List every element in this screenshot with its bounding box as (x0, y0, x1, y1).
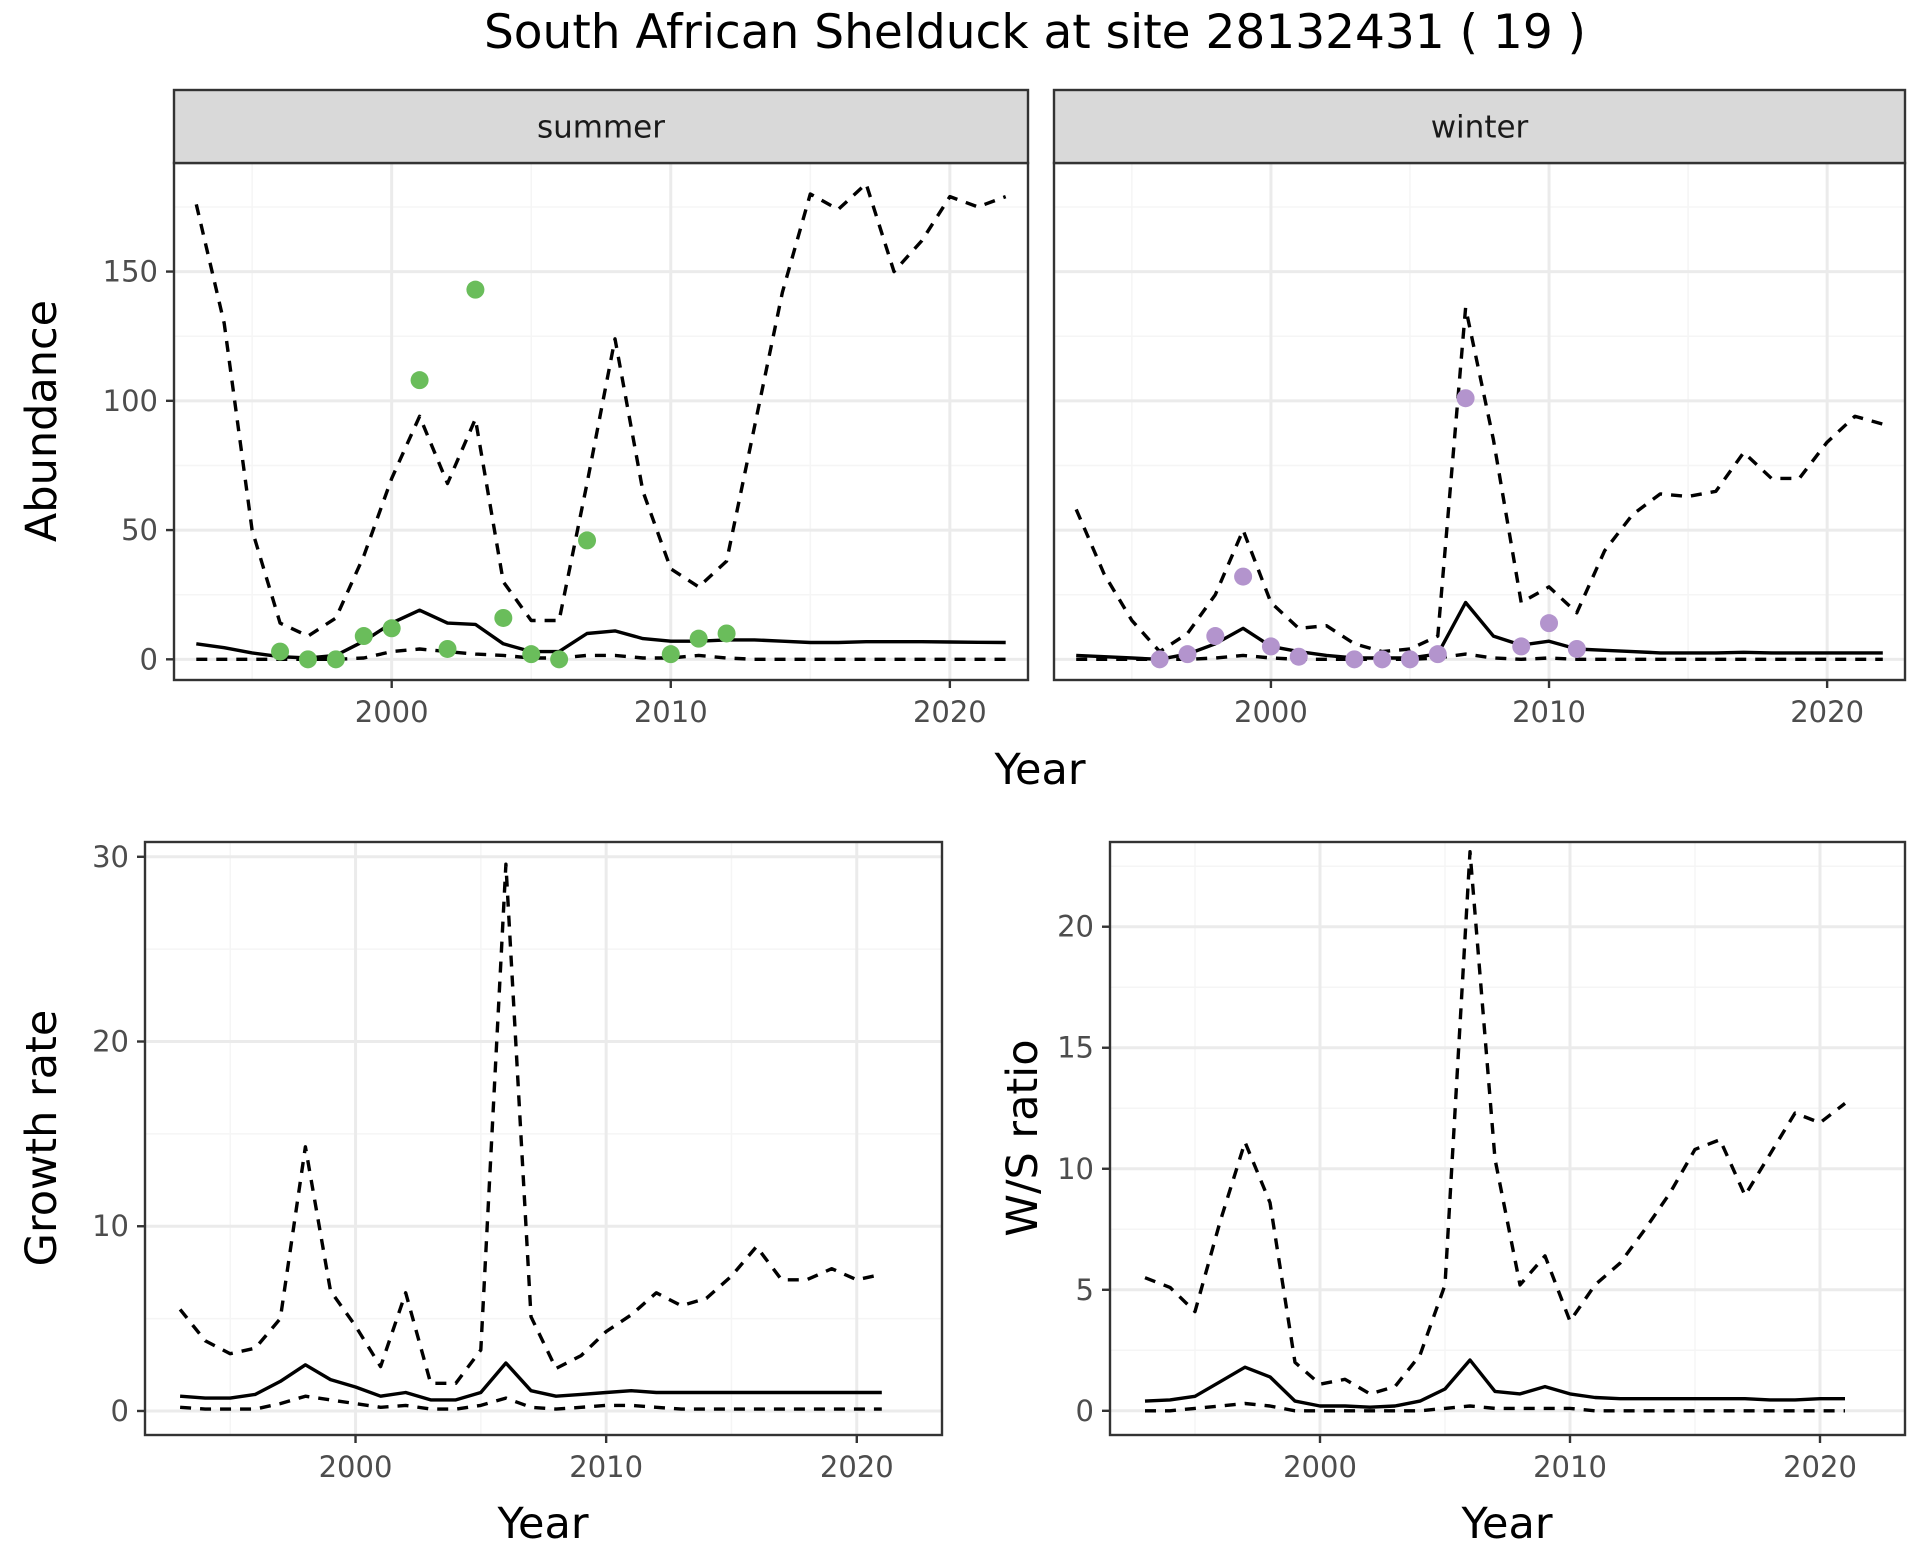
chart-panel-4: 2000 2010 2020 0 5 10 15 20 W/S ratio Year (998, 840, 1907, 1549)
y-axis-title: Abundance (17, 300, 67, 542)
observation-point (1373, 650, 1392, 669)
y-axis-title: Growth rate (17, 1010, 67, 1267)
panel-border (1108, 840, 1907, 1437)
observation-point (382, 619, 401, 638)
y-tick-label: 0 (1076, 1394, 1094, 1428)
x-tick-label: 2010 (1533, 1450, 1607, 1484)
facet-strip-label: winter (1431, 110, 1529, 146)
chart-panel-3: 2000 2010 2020 0 10 20 30 Growth rate Year (17, 840, 944, 1549)
observation-point (1206, 627, 1225, 646)
dashed-series-line-1 (178, 862, 883, 1386)
observation-point (298, 650, 317, 669)
x-axis-title: Year (1460, 1499, 1552, 1549)
x-tick-label: 2010 (1512, 695, 1586, 729)
facet-strip-label: summer (537, 110, 665, 146)
y-tick-label: 0 (111, 1394, 129, 1428)
observation-point (661, 645, 680, 664)
y-tick-label: 0 (140, 642, 158, 676)
observation-point (1456, 389, 1475, 408)
x-tick-label: 2000 (1283, 1450, 1357, 1484)
y-tick-label: 100 (103, 384, 158, 418)
solid-series-line-2 (1144, 1358, 1845, 1409)
x-axis-title: Year (496, 1499, 588, 1549)
y-tick-label: 20 (1057, 910, 1094, 944)
x-tick-label: 2020 (913, 695, 987, 729)
observation-point (1150, 650, 1169, 669)
solid-series-line-2 (1076, 600, 1883, 661)
panel-background (1110, 842, 1905, 1435)
x-tick-label: 2020 (820, 1450, 894, 1484)
y-tick-label: 15 (1057, 1031, 1094, 1065)
observation-point (1540, 614, 1559, 633)
x-tick-label: 2000 (319, 1450, 393, 1484)
panel-background (1054, 163, 1905, 680)
facet-strip (1052, 88, 1907, 165)
observation-point (271, 642, 290, 661)
panel-border (143, 840, 944, 1437)
observation-point (717, 624, 736, 643)
observation-point (689, 629, 708, 648)
observation-point (1512, 637, 1531, 656)
x-tick-label: 2020 (1790, 695, 1864, 729)
panel-background (174, 163, 1028, 680)
observation-point (466, 280, 485, 299)
dashed-series-line-3 (179, 1394, 882, 1411)
dashed-series-line-3 (1145, 1401, 1845, 1413)
observation-point (326, 650, 345, 669)
panel-background (145, 842, 942, 1435)
chart-panel-1: summer 2000 2010 2020 0 50 100 150 Abundance (17, 88, 1030, 729)
observation-point (522, 645, 541, 664)
facet-x-axis-title: Year (993, 745, 1085, 795)
y-tick-label: 10 (92, 1209, 129, 1243)
figure-title: South African Shelduck at site 28132431 … (484, 5, 1586, 60)
y-tick-label: 5 (1076, 1273, 1094, 1307)
observation-point (1178, 645, 1197, 664)
x-tick-label: 2000 (1234, 695, 1308, 729)
observation-point (578, 531, 597, 550)
observation-point (410, 371, 429, 390)
observation-point (438, 639, 457, 658)
x-tick-label: 2010 (634, 695, 708, 729)
observation-point (1345, 650, 1364, 669)
observation-point (494, 608, 513, 627)
observation-point (354, 627, 373, 646)
chart-panel-2: winter 2000 2010 2020 (1052, 88, 1907, 729)
dashed-series-line-3 (196, 647, 1006, 661)
y-tick-label: 10 (1057, 1152, 1094, 1186)
dashed-series-line-1 (1144, 850, 1847, 1396)
observation-point (1289, 647, 1308, 666)
observation-point (1234, 567, 1253, 586)
observation-point (1567, 639, 1586, 658)
solid-series-line-2 (179, 1361, 882, 1402)
y-axis-title: W/S ratio (998, 1039, 1048, 1236)
dashed-series-line-1 (194, 181, 1007, 638)
observation-point (1261, 637, 1280, 656)
y-tick-label: 150 (103, 255, 158, 289)
y-tick-label: 30 (92, 840, 129, 874)
dashed-series-line-3 (1076, 652, 1883, 661)
y-tick-label: 50 (121, 513, 158, 547)
observation-point (1400, 650, 1419, 669)
x-tick-label: 2020 (1783, 1450, 1857, 1484)
observation-point (1428, 645, 1447, 664)
x-tick-label: 2000 (355, 695, 429, 729)
observation-point (550, 650, 569, 669)
y-tick-label: 20 (92, 1025, 129, 1059)
facet-strip (172, 88, 1030, 165)
x-tick-label: 2010 (569, 1450, 643, 1484)
